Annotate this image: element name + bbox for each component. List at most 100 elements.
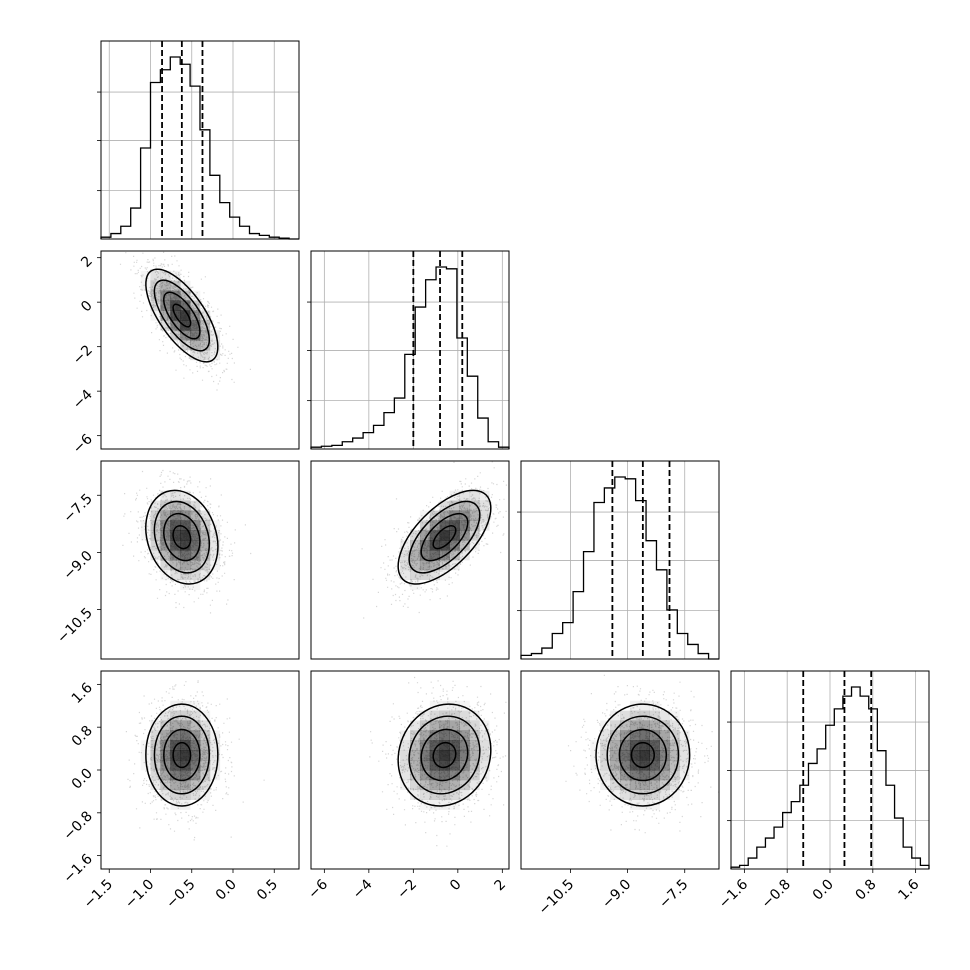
- panel-frame: [100, 250, 300, 450]
- contour-2: [163, 728, 201, 782]
- contour-3: [408, 500, 481, 574]
- density-cell: [639, 750, 650, 761]
- density-cell: [200, 510, 211, 521]
- y-tick-label: −6: [70, 431, 96, 457]
- density-cell: [170, 710, 181, 721]
- density-cell: [180, 340, 191, 351]
- density-cell: [429, 779, 440, 791]
- density-cell: [439, 770, 450, 781]
- density-cell: [170, 700, 181, 711]
- density-cell: [170, 280, 181, 291]
- density-cell: [419, 710, 431, 721]
- density-cell: [419, 540, 431, 551]
- density-cell: [419, 760, 431, 771]
- density-cell: [459, 500, 470, 511]
- density-cell: [649, 779, 660, 791]
- density-cell: [439, 720, 450, 731]
- contour-1: [432, 741, 457, 769]
- density-cell: [610, 770, 621, 781]
- density-cell: [449, 740, 460, 751]
- density-cell: [410, 579, 421, 590]
- density-cell: [449, 710, 460, 721]
- density-cell: [410, 530, 421, 541]
- density-cell: [459, 789, 470, 800]
- density-cell: [410, 789, 421, 800]
- density-cell: [160, 750, 171, 761]
- density-cell: [459, 490, 470, 501]
- density-cell: [590, 760, 600, 770]
- density-cell: [629, 730, 641, 741]
- density-cell: [439, 789, 450, 800]
- density-cell: [449, 789, 460, 800]
- density-cell: [639, 770, 650, 781]
- density-cell: [150, 770, 161, 781]
- density-cell: [459, 740, 470, 751]
- density-cell: [170, 290, 181, 301]
- density-cell: [180, 569, 191, 581]
- density-cell: [410, 540, 421, 551]
- x-tick-label: −2: [394, 877, 420, 903]
- histogram-step: [730, 686, 930, 869]
- density-cell: [160, 300, 171, 311]
- density-cell: [639, 760, 650, 771]
- density-cell: [479, 760, 490, 771]
- scatter-panel-3-1: −10.5 −9.0 −7.5: [54, 460, 300, 660]
- density-cell: [150, 270, 161, 281]
- density-cell: [170, 300, 181, 311]
- density-cell: [150, 520, 161, 531]
- density-cell: [639, 799, 650, 810]
- density-cell: [419, 730, 431, 741]
- panel-background: [101, 461, 299, 659]
- density-cell: [669, 770, 680, 781]
- density-cell: [610, 750, 621, 761]
- density-cell: [459, 730, 470, 741]
- contour-4: [145, 489, 219, 585]
- density-cell: [429, 730, 440, 741]
- density-cell: [669, 720, 680, 731]
- x-tick-label: 0.0: [213, 877, 240, 904]
- density-cell: [629, 710, 641, 721]
- density-cell: [209, 760, 221, 771]
- density-cell: [649, 730, 660, 741]
- density-cell: [449, 760, 460, 771]
- density-cell: [400, 730, 411, 741]
- density-cell: [400, 569, 411, 581]
- density-cell: [669, 779, 680, 791]
- density-cell: [419, 530, 431, 541]
- density-cell: [610, 760, 621, 771]
- density-cell: [180, 750, 191, 761]
- density-cell: [479, 730, 490, 741]
- x-tick-label: 0.0: [810, 877, 837, 904]
- density-cell: [160, 779, 171, 791]
- density-cell: [160, 730, 171, 741]
- density-cell: [659, 770, 670, 781]
- density-cell: [670, 711, 680, 721]
- scatter-points: [565, 674, 719, 834]
- density-cell: [449, 520, 460, 531]
- density-cell: [429, 550, 440, 561]
- density-cell: [479, 750, 490, 761]
- density-cell: [629, 700, 641, 711]
- density-cell: [190, 560, 201, 571]
- density-cell: [410, 760, 421, 771]
- density-cell: [180, 579, 191, 590]
- density-cell: [620, 750, 631, 761]
- x-tick-label: −1.6: [716, 876, 751, 911]
- density-cell: [150, 750, 161, 761]
- x-tick-label: 2: [492, 877, 510, 895]
- panel-background: [101, 41, 299, 239]
- density-cell: [170, 520, 181, 531]
- density-cell: [419, 560, 431, 571]
- density-cell: [419, 779, 431, 791]
- panel-background: [101, 251, 299, 449]
- density-cell: [649, 710, 660, 721]
- contour-3: [408, 715, 481, 795]
- density-cell: [479, 490, 490, 501]
- density-cell: [620, 740, 631, 751]
- density-cell: [469, 520, 480, 531]
- density-cell: [170, 770, 181, 781]
- density-cell: [669, 760, 680, 771]
- density-cell: [180, 799, 191, 810]
- x-tick-label: −6: [305, 876, 331, 902]
